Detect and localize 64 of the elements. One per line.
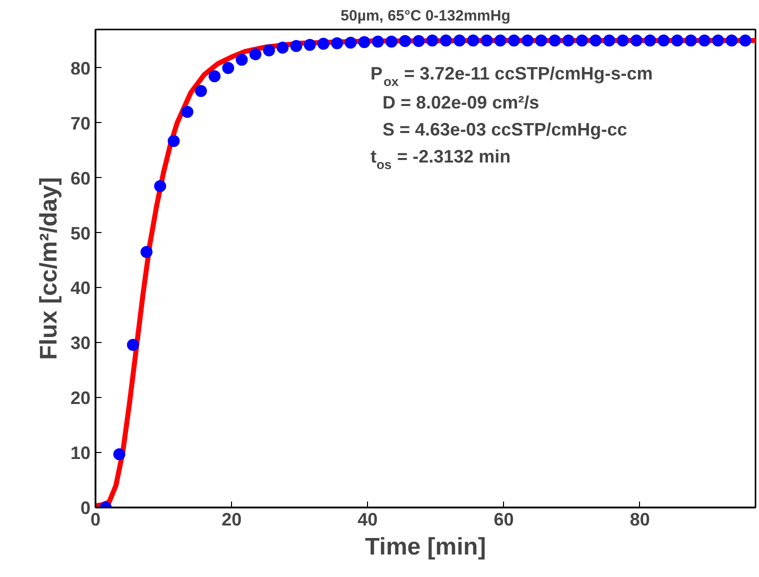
point (208, 70, 221, 82)
point (372, 36, 384, 48)
point (412, 35, 425, 48)
point (168, 135, 180, 148)
point (358, 36, 370, 48)
point (331, 37, 344, 50)
point (426, 34, 438, 46)
point (684, 34, 697, 46)
point (739, 34, 752, 46)
y-tick-label: 10 (70, 443, 91, 464)
point (194, 85, 207, 98)
annotation: D = 8.02e-09 cm²/s (382, 92, 540, 112)
y-tick-label: 40 (70, 278, 91, 298)
point (276, 42, 289, 54)
point (140, 246, 153, 258)
point (154, 180, 166, 192)
point (344, 36, 357, 49)
point (644, 34, 656, 46)
point (616, 34, 629, 46)
point (290, 40, 302, 52)
x-tick-label: 60 (494, 510, 514, 530)
x-tick-label: 20 (222, 510, 242, 530)
point (712, 34, 724, 46)
point (603, 34, 616, 46)
point (522, 34, 534, 46)
point (508, 34, 520, 46)
point (385, 36, 398, 48)
point (263, 44, 276, 56)
point (590, 34, 602, 46)
point (181, 106, 194, 118)
x-axis-title: Time [min] (365, 534, 486, 560)
point (454, 34, 466, 46)
point (630, 34, 642, 46)
chart-title: 50µm, 65°C 0-132mmHg (340, 8, 510, 24)
point (548, 34, 561, 46)
point (698, 34, 710, 46)
point (249, 48, 262, 60)
y-tick-label: 70 (70, 113, 91, 134)
y-tick-label: 60 (70, 168, 91, 188)
y-tick-label: 80 (70, 58, 91, 78)
point (440, 34, 452, 46)
point (480, 34, 493, 46)
point (658, 34, 670, 46)
y-tick-label: 30 (70, 333, 91, 354)
point (304, 38, 316, 51)
y-axis-title: Flux [cc/m²/day] (35, 177, 62, 360)
point (236, 54, 248, 66)
point (562, 34, 574, 46)
point (535, 34, 548, 46)
x-tick-label: 40 (358, 510, 378, 530)
point (671, 34, 684, 46)
x-tick-label: 80 (630, 510, 650, 530)
point (576, 34, 588, 46)
point (317, 38, 330, 50)
point (126, 338, 139, 351)
point (222, 62, 234, 74)
annotation: S = 4.63e-03 ccSTP/cmHg-cc (382, 120, 628, 140)
y-tick-label: 20 (70, 388, 91, 408)
y-tick-label: 50 (70, 223, 91, 244)
point (726, 34, 738, 46)
point (494, 34, 506, 46)
point (113, 448, 126, 460)
point (399, 35, 412, 48)
point (467, 34, 480, 46)
